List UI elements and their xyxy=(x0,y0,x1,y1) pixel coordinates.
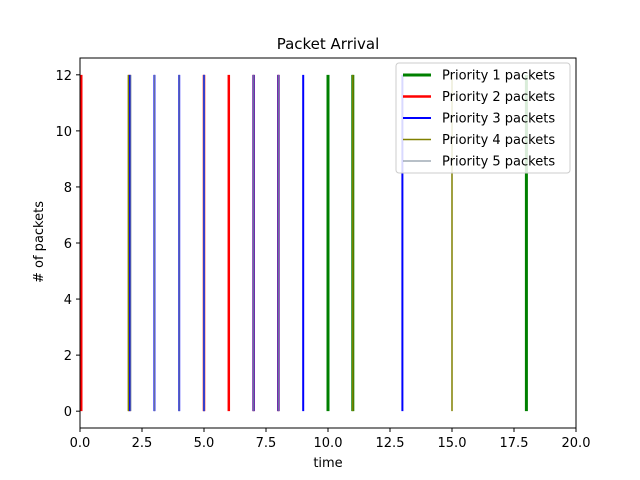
x-tick-label: 20.0 xyxy=(562,436,591,451)
legend-entry: Priority 5 packets xyxy=(442,155,555,170)
axes: 0.0 2.5 5.0 7.5 10.0 12.5 15.0 17.5 20.0 0 2 4 6 8 10 1… xyxy=(55,57,591,451)
legend-entry: Priority 4 packets xyxy=(442,133,555,148)
x-tick-label: 2.5 xyxy=(132,436,153,451)
y-tick-label: 10 xyxy=(55,125,72,140)
legend-box xyxy=(395,62,571,174)
x-tick-label: 15.0 xyxy=(438,436,467,451)
y-axis-label: # of packets xyxy=(32,201,47,283)
x-axis-label: time xyxy=(313,456,342,471)
y-tick-label: 2 xyxy=(64,349,72,364)
x-tick-label: 12.5 xyxy=(376,436,405,451)
y-tick-label: 0 xyxy=(64,405,72,420)
series-5 xyxy=(130,74,279,412)
legend-entry: Priority 1 packets xyxy=(442,69,555,84)
x-tick-label: 7.5 xyxy=(256,436,277,451)
y-tick-label: 12 xyxy=(55,69,72,84)
y-tick-label: 8 xyxy=(64,181,72,196)
legend-entry: Priority 2 packets xyxy=(442,90,555,105)
x-tick-label: 17.5 xyxy=(500,436,529,451)
legend-entry: Priority 3 packets xyxy=(442,112,555,127)
y-tick-label: 4 xyxy=(64,293,72,308)
chart-title: Packet Arrival xyxy=(277,35,380,53)
x-tick-label: 5.0 xyxy=(194,436,215,451)
y-tick-label: 6 xyxy=(64,237,72,252)
x-tick-label: 0.0 xyxy=(70,436,91,451)
legend: Priority 1 packets Priority 2 packets Prio… xyxy=(395,62,571,174)
x-tick-label: 10.0 xyxy=(314,436,343,451)
